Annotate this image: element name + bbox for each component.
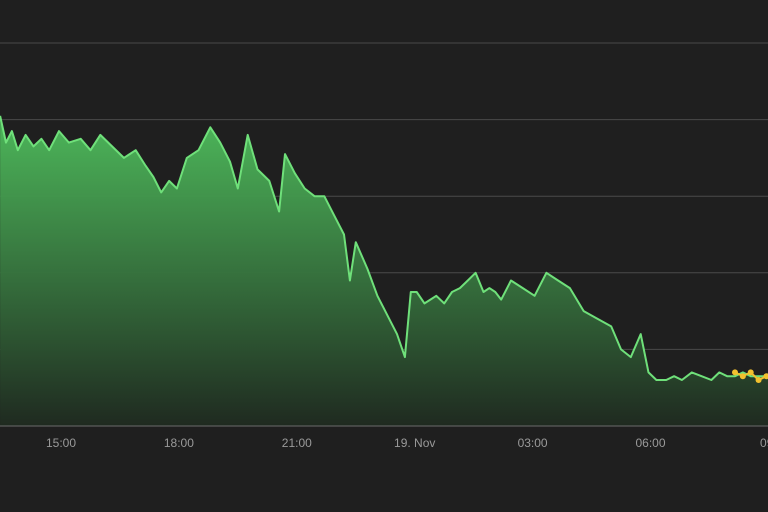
x-tick-label: 21:00 [282, 436, 312, 450]
price-line [0, 115, 768, 381]
x-tick-label: 03:00 [518, 436, 548, 450]
x-tick-labels: 15:00 18:00 21:00 19. Nov 03:00 06:00 09: [46, 436, 768, 450]
x-tick-label: 15:00 [46, 436, 76, 450]
highlight-point [763, 373, 768, 380]
highlight-point [755, 377, 762, 384]
highlight-point [747, 369, 754, 376]
x-tick-label: 18:00 [164, 436, 194, 450]
x-tick-label: 06:00 [635, 436, 665, 450]
highlight-point [731, 369, 738, 376]
highlight-point [739, 373, 746, 380]
highlight-layer [731, 369, 768, 384]
area-fill [0, 115, 768, 426]
x-tick-label: 09: [760, 436, 768, 450]
x-tick-label: 19. Nov [394, 436, 435, 450]
